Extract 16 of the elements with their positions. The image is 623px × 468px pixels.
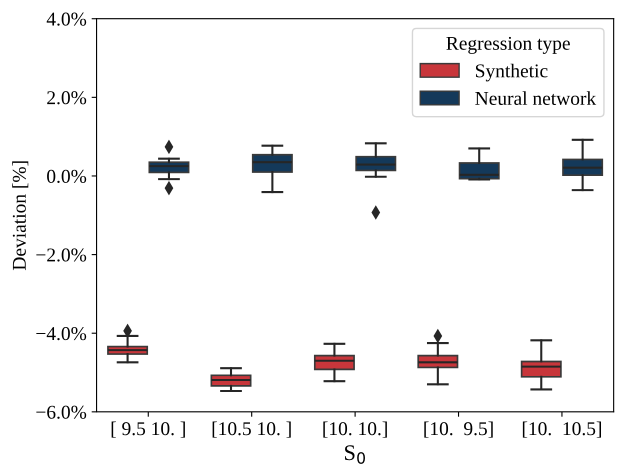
x-tick-label: [10.5 10. ] — [212, 422, 291, 438]
y-tick-label: 0.0% — [47, 170, 86, 183]
y-tick-label: −4.0% — [36, 327, 86, 340]
x-tick-label: [ 9.5 10. ] — [112, 422, 185, 438]
x-tick-label: [10. 10.] — [323, 422, 387, 438]
legend-label: Synthetic — [476, 64, 548, 82]
y-tick-label: −2.0% — [36, 248, 86, 262]
x-tick-label: [10. 10.5] — [522, 422, 602, 438]
y-axis-title: Deviation [%] — [12, 161, 28, 270]
legend-title: Regression type — [446, 36, 570, 54]
x-axis-title: S$_{0}$ — [345, 445, 365, 464]
y-tick-label: −6.0% — [36, 406, 86, 419]
x-tick-label: [10. 9.5] — [424, 422, 493, 438]
legend-label: Neural network — [475, 91, 596, 105]
y-tick-label: 4.0% — [46, 12, 86, 26]
y-tick-label: 2.0% — [47, 91, 86, 104]
